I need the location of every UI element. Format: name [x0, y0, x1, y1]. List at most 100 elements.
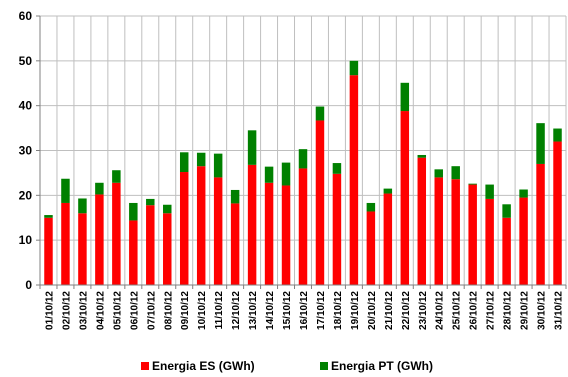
- bar-es: [247, 164, 257, 285]
- bar-pt: [417, 154, 427, 158]
- bar-pt: [213, 153, 223, 178]
- x-tick-label: 28/10/12: [503, 291, 514, 330]
- bar-pt: [146, 198, 155, 206]
- bar-es: [129, 220, 138, 285]
- bar-es: [196, 166, 206, 285]
- y-tick-label: 30: [19, 144, 33, 158]
- legend-label-pt: Energia PT (GWh): [331, 359, 433, 373]
- bar-pt: [536, 123, 545, 164]
- x-tick-label: 16/10/12: [299, 291, 310, 330]
- bar-pt: [281, 162, 291, 186]
- bar-es: [281, 185, 291, 285]
- x-tick-label: 08/10/12: [163, 291, 174, 330]
- x-tick-label: 04/10/12: [95, 291, 106, 330]
- x-tick-label: 17/10/12: [316, 291, 327, 330]
- y-tick-label: 50: [19, 54, 33, 68]
- bar-pt: [519, 189, 528, 198]
- bar-es: [213, 177, 223, 285]
- bar-es: [485, 198, 494, 285]
- bar-es: [315, 120, 325, 285]
- bar-es: [553, 141, 562, 285]
- legend: Energia ES (GWh) Energia PT (GWh): [141, 359, 433, 373]
- bar-es: [230, 203, 240, 285]
- bar-es: [61, 202, 70, 285]
- x-tick-label: 12/10/12: [231, 291, 242, 330]
- bar-pt: [112, 170, 121, 183]
- bar-es: [451, 179, 460, 285]
- y-tick-label: 40: [19, 99, 33, 113]
- y-tick-label: 10: [19, 233, 33, 247]
- x-tick-label: 23/10/12: [418, 291, 429, 330]
- x-tick-label: 05/10/12: [112, 291, 123, 330]
- y-tick-labels: 0 10 20 30 40 50 60: [19, 9, 33, 292]
- bar-pt: [163, 204, 172, 214]
- bar-pt: [196, 152, 206, 167]
- bar-es: [400, 111, 410, 286]
- bar-pt: [61, 178, 70, 203]
- y-tick-label: 60: [19, 9, 33, 23]
- x-tick-label: 15/10/12: [282, 291, 293, 330]
- x-tick-label: 07/10/12: [146, 291, 157, 330]
- bar-pt: [44, 215, 53, 218]
- bar-es: [44, 217, 53, 285]
- bar-pt: [434, 169, 443, 178]
- x-tick-label: 21/10/12: [384, 291, 395, 330]
- x-tick-label: 10/10/12: [197, 291, 208, 330]
- bar-es: [179, 172, 189, 285]
- x-tick-label: 03/10/12: [78, 291, 89, 330]
- bar-pt: [383, 188, 393, 194]
- x-tick-label: 24/10/12: [435, 291, 446, 330]
- axes: [36, 15, 567, 289]
- y-tick-label: 20: [19, 188, 33, 202]
- bar-pt: [264, 166, 274, 183]
- bar-pt: [298, 149, 308, 169]
- x-tick-label: 13/10/12: [248, 291, 259, 330]
- bar-es: [536, 163, 545, 285]
- x-tick-label: 20/10/12: [367, 291, 378, 330]
- x-tick-label: 26/10/12: [469, 291, 480, 330]
- bar-es: [95, 194, 104, 285]
- bar-es: [434, 177, 443, 285]
- bars: [44, 60, 562, 286]
- bar-es: [502, 217, 511, 285]
- x-tick-label: 02/10/12: [61, 291, 72, 330]
- bar-pt: [315, 106, 325, 121]
- bar-pt: [78, 198, 87, 214]
- x-tick-label: 30/10/12: [537, 291, 548, 330]
- x-tick-label: 25/10/12: [452, 291, 463, 330]
- x-tick-label: 11/10/12: [214, 291, 225, 330]
- bar-es: [468, 184, 477, 285]
- y-tick-label: 0: [25, 278, 32, 292]
- bar-es: [264, 182, 274, 285]
- x-tick-label: 29/10/12: [520, 291, 531, 330]
- bar-pt: [247, 130, 257, 165]
- bar-pt: [485, 184, 494, 199]
- bar-pt: [468, 183, 477, 185]
- x-tick-label: 14/10/12: [265, 291, 276, 330]
- x-tick-label: 27/10/12: [486, 291, 497, 330]
- bar-pt: [230, 189, 240, 204]
- bar-pt: [332, 163, 342, 174]
- bar-pt: [502, 204, 511, 218]
- legend-swatch-pt: [320, 362, 328, 370]
- x-tick-label: 09/10/12: [180, 291, 191, 330]
- bar-es: [349, 75, 359, 286]
- x-tick-label: 18/10/12: [333, 291, 344, 330]
- bar-es: [519, 197, 528, 285]
- bar-pt: [451, 166, 460, 180]
- bar-es: [78, 213, 87, 285]
- x-tick-label: 19/10/12: [350, 291, 361, 330]
- bar-pt: [95, 182, 104, 195]
- bar-es: [146, 205, 155, 285]
- bar-pt: [349, 60, 359, 76]
- x-tick-labels: 01/10/12 02/10/12 03/10/12 04/10/12 05/10/12…: [44, 291, 564, 330]
- legend-swatch-es: [141, 362, 149, 370]
- bar-es: [417, 157, 427, 285]
- bar-pt: [179, 152, 189, 173]
- bar-pt: [366, 202, 376, 212]
- bar-pt: [400, 82, 410, 112]
- bar-es: [366, 211, 376, 285]
- gridlines: [40, 15, 567, 286]
- x-tick-label: 22/10/12: [401, 291, 412, 330]
